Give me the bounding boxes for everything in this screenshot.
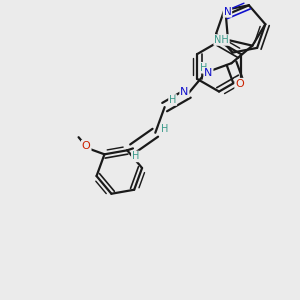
- Text: NH: NH: [214, 35, 229, 45]
- Text: H: H: [160, 124, 168, 134]
- Text: H: H: [132, 152, 139, 161]
- Text: O: O: [82, 141, 91, 151]
- Text: H: H: [169, 95, 176, 105]
- Text: O: O: [235, 79, 244, 89]
- Text: N: N: [224, 7, 231, 17]
- Text: H: H: [200, 63, 207, 73]
- Text: N: N: [180, 87, 189, 97]
- Text: N: N: [204, 68, 213, 78]
